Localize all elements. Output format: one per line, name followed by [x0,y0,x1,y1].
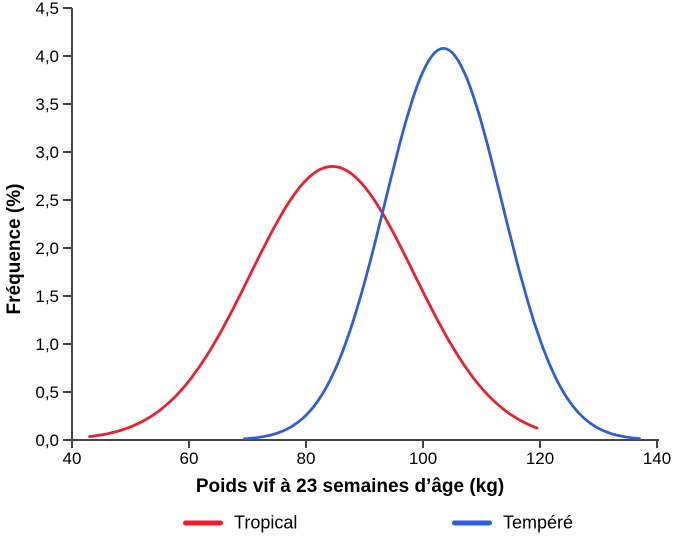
curve-tempere [243,46,641,441]
curves [88,46,641,441]
y-tick-label: 1,5 [35,287,59,306]
legend-label-tropical: Tropical [234,512,298,533]
x-tick-label: 120 [526,449,554,468]
y-tick-label: 4,0 [35,47,59,66]
x-axis-title: Poids vif à 23 semaines d’âge (kg) [195,476,505,497]
legend-swatch-tempere [452,520,492,526]
y-tick-label: 4,5 [35,0,59,18]
legend-item-tropical: Tropical [183,513,297,534]
y-tick-label: 1,0 [35,335,59,354]
x-tick-label: 80 [297,449,316,468]
y-tick-label: 3,5 [35,95,59,114]
x-tick-label: 100 [409,449,437,468]
curve-tropical [88,165,539,438]
axis-ticks: 40 60 80 100 120 140 0,0 0,5 1,0 1,5 2,0 2,5 3,0 3,5 4… [35,0,671,468]
y-tick-label: 2,0 [35,239,59,258]
legend-label-tempere: Tempéré [503,512,574,533]
y-axis-title: Fréquence (%) [4,183,25,315]
legend-swatch-tropical [183,520,223,526]
y-tick-label: 0,0 [35,431,59,450]
legend-item-tempere: Tempéré [452,513,573,534]
x-tick-label: 40 [63,449,82,468]
y-tick-label: 2,5 [35,191,59,210]
y-tick-label: 0,5 [35,383,59,402]
x-tick-label: 60 [180,449,199,468]
x-tick-label: 140 [643,449,671,468]
y-tick-label: 3,0 [35,143,59,162]
